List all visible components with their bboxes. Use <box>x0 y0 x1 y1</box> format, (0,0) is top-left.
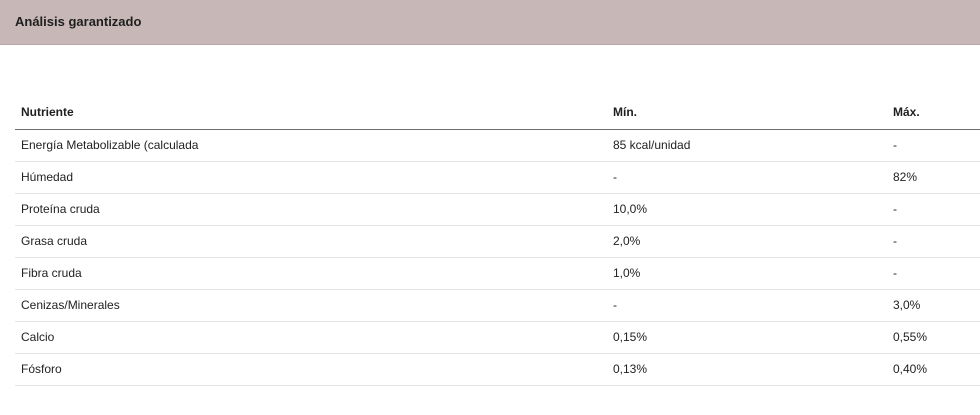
cell-nutrient: Calcio <box>15 321 613 354</box>
analysis-table-container: Nutriente Mín. Máx. Energía Metabolizabl… <box>15 96 980 386</box>
cell-min: 0,15% <box>613 321 893 354</box>
table-row: Fibra cruda 1,0% - <box>15 257 980 290</box>
cell-max: - <box>893 257 980 290</box>
cell-min: 1,0% <box>613 257 893 290</box>
cell-min: 0,13% <box>613 353 893 386</box>
table-row: Fósforo 0,13% 0,40% <box>15 353 980 386</box>
cell-min: 2,0% <box>613 225 893 258</box>
table-row: Cenizas/Minerales - 3,0% <box>15 289 980 322</box>
cell-max: 3,0% <box>893 289 980 322</box>
cell-max: 0,40% <box>893 353 980 386</box>
cell-nutrient: Húmedad <box>15 161 613 194</box>
cell-max: - <box>893 129 980 162</box>
cell-nutrient: Fibra cruda <box>15 257 613 290</box>
section-header: Análisis garantizado <box>0 0 980 45</box>
column-header-max: Máx. <box>893 96 980 130</box>
cell-max: 0,55% <box>893 321 980 354</box>
cell-max: - <box>893 225 980 258</box>
table-header-row: Nutriente Mín. Máx. <box>15 96 980 130</box>
cell-nutrient: Cenizas/Minerales <box>15 289 613 322</box>
table-row: Energía Metabolizable (calculada 85 kcal… <box>15 129 980 162</box>
cell-nutrient: Proteína cruda <box>15 193 613 226</box>
cell-nutrient: Fósforo <box>15 353 613 386</box>
cell-max: 82% <box>893 161 980 194</box>
column-header-nutrient: Nutriente <box>15 96 613 130</box>
table-row: Grasa cruda 2,0% - <box>15 225 980 258</box>
section-title: Análisis garantizado <box>15 14 142 29</box>
table-row: Proteína cruda 10,0% - <box>15 193 980 226</box>
cell-nutrient: Grasa cruda <box>15 225 613 258</box>
cell-min: 10,0% <box>613 193 893 226</box>
cell-max: - <box>893 193 980 226</box>
table-row: Calcio 0,15% 0,55% <box>15 321 980 354</box>
table-row: Húmedad - 82% <box>15 161 980 194</box>
cell-min: 85 kcal/unidad <box>613 129 893 162</box>
cell-min: - <box>613 161 893 194</box>
analysis-table: Nutriente Mín. Máx. Energía Metabolizabl… <box>15 96 980 386</box>
cell-min: - <box>613 289 893 322</box>
column-header-min: Mín. <box>613 96 893 130</box>
cell-nutrient: Energía Metabolizable (calculada <box>15 129 613 162</box>
